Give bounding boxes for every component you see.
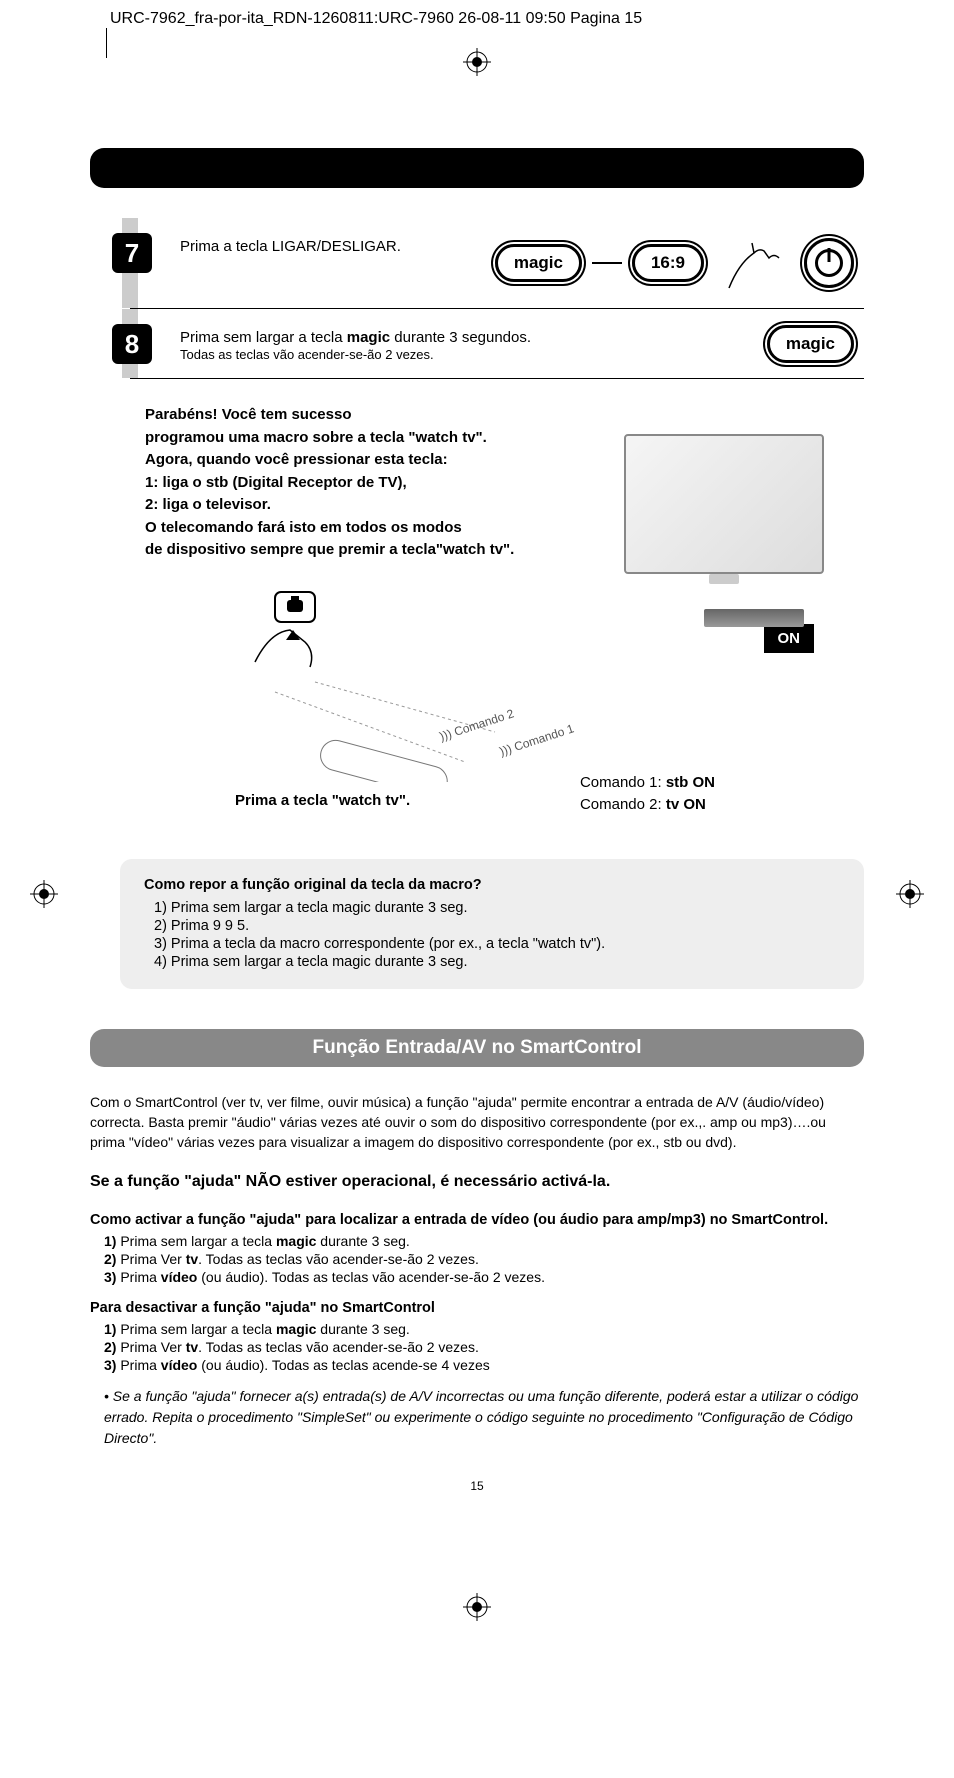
title-bar: [90, 148, 864, 188]
page-number: 15: [90, 1479, 864, 1493]
list-item: 2) Prima Ver tv. Todas as teclas vão ace…: [104, 1338, 864, 1356]
registration-mark-icon: [896, 880, 924, 913]
prima-watch-label: Prima a tecla "watch tv".: [235, 792, 864, 809]
stb-illustration-icon: [704, 609, 804, 627]
step-number: 7: [112, 233, 152, 273]
on-badge: ON: [764, 624, 815, 653]
hand-press-icon: [714, 233, 794, 293]
list-item: 1) Prima sem largar a tecla magic durant…: [104, 1320, 864, 1338]
list-item: 1) Prima sem largar a tecla magic durant…: [104, 1232, 864, 1250]
print-header: URC-7962_fra-por-ita_RDN-1260811:URC-796…: [0, 0, 954, 28]
list-item: 3) Prima vídeo (ou áudio). Todas as tecl…: [104, 1268, 864, 1286]
step-text: Prima sem largar a tecla magic durante 3…: [180, 324, 767, 363]
remote-illustration-icon: ))) Comando 2 ))) Comando 1 Comando 1: s…: [215, 582, 615, 782]
step-8: 8 Prima sem largar a tecla magic durante…: [130, 309, 864, 379]
magic-button-icon: magic: [495, 244, 582, 282]
restore-box: Como repor a função original da tecla da…: [120, 859, 864, 989]
intro-text: Com o SmartControl (ver tv, ver filme, o…: [90, 1092, 864, 1153]
registration-mark-icon: [463, 1593, 491, 1626]
aspect-button-icon: 16:9: [632, 244, 704, 282]
section-heading: Função Entrada/AV no SmartControl: [90, 1029, 864, 1067]
deactivate-list: 1) Prima sem largar a tecla magic durant…: [90, 1320, 864, 1374]
list-item: 2) Prima 9 9 5.: [154, 917, 840, 935]
comando-result: Comando 1: stb ON Comando 2: tv ON: [580, 772, 715, 817]
success-block: Parabéns! Você tem sucesso programou uma…: [145, 404, 864, 809]
list-item: 4) Prima sem largar a tecla magic durant…: [154, 953, 840, 971]
list-item: 3) Prima vídeo (ou áudio). Todas as tecl…: [104, 1356, 864, 1374]
list-item: 3) Prima a tecla da macro correspondente…: [154, 935, 840, 953]
tv-illustration-icon: [624, 434, 844, 594]
warning-text: Se a função "ajuda" NÃO estiver operacio…: [90, 1170, 864, 1193]
magic-button-icon: magic: [767, 325, 854, 363]
activate-list: 1) Prima sem largar a tecla magic durant…: [90, 1232, 864, 1286]
registration-mark-icon: [30, 880, 58, 913]
activate-heading: Como activar a função "ajuda" para local…: [90, 1212, 864, 1228]
crop-marks-bottom: [0, 1573, 954, 1633]
step-number: 8: [112, 324, 152, 364]
power-button-icon: [804, 238, 854, 288]
deactivate-heading: Para desactivar a função "ajuda" no Smar…: [90, 1300, 864, 1316]
crop-marks-top: [0, 28, 954, 68]
step-7: 7 Prima a tecla LIGAR/DESLIGAR. magic 16…: [130, 218, 864, 309]
list-item: 2) Prima Ver tv. Todas as teclas vão ace…: [104, 1250, 864, 1268]
step-text: Prima a tecla LIGAR/DESLIGAR.: [180, 233, 495, 293]
footnote: • Se a função "ajuda" fornecer a(s) entr…: [90, 1374, 864, 1449]
list-item: 1) Prima sem largar a tecla magic durant…: [154, 899, 840, 917]
registration-mark-icon: [463, 48, 491, 81]
